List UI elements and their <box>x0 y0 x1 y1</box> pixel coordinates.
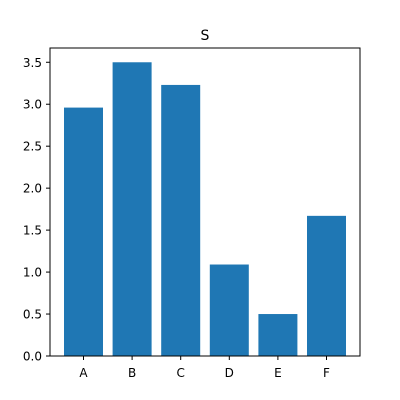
y-tick-label: 0.5 <box>23 308 42 322</box>
bar-F <box>307 215 346 356</box>
bars-group <box>64 62 346 357</box>
x-tick-label: B <box>128 366 136 380</box>
x-tick-label: F <box>323 366 330 380</box>
y-tick-label: 1.5 <box>23 224 42 238</box>
bar-B <box>112 62 152 357</box>
y-axis-ticks: 0.0 0.5 1.0 1.5 2.0 2.5 3.0 3.5 <box>23 56 50 364</box>
y-tick-label: 2.0 <box>23 182 42 196</box>
x-tick-label: D <box>225 366 234 380</box>
bar-E <box>258 314 298 356</box>
bar-C <box>161 84 201 357</box>
bar-A <box>64 107 103 356</box>
y-tick-label: 3.5 <box>23 56 42 70</box>
plot-frame <box>49 47 361 357</box>
y-tick-label: 0.0 <box>23 350 42 364</box>
y-tick-label: 1.0 <box>23 266 42 280</box>
bar-D <box>209 264 249 356</box>
x-tick-label: A <box>79 366 88 380</box>
x-tick-label: C <box>177 366 185 380</box>
y-tick-label: 3.0 <box>23 98 42 112</box>
x-axis-ticks: A B C D E F <box>79 356 330 380</box>
chart-title: S <box>201 28 210 44</box>
x-tick-label: E <box>274 366 282 380</box>
y-tick-label: 2.5 <box>23 140 42 154</box>
